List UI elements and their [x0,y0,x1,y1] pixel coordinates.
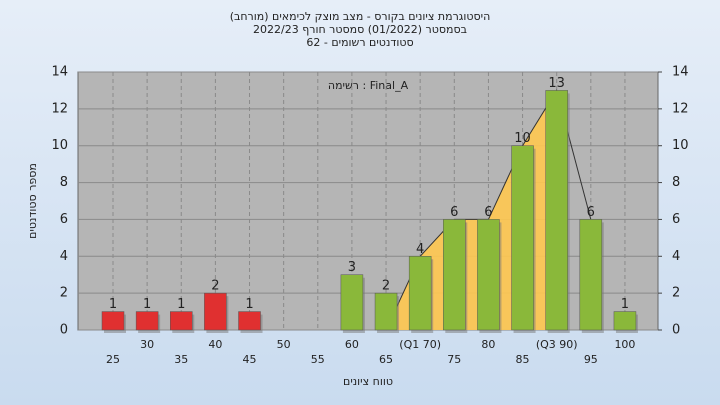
bar [170,311,193,331]
bar [443,219,466,331]
y2-tick-label: 2 [672,286,680,301]
x-tick-label: 30 [140,338,154,351]
x-tick-label: (Q1 70) [399,338,441,351]
y-tick-label: 0 [60,323,68,338]
x-tick-label: 60 [345,338,359,351]
y2-tick-label: 4 [672,249,680,264]
x-tick-label: (Q3 90) [536,338,578,351]
x-tick-label: 100 [614,338,635,351]
x-tick-label: 80 [481,338,495,351]
bar [477,219,500,331]
y-tick-label: 14 [51,65,68,80]
chart-title: סטודנטים רשומים - 62 [306,36,413,49]
data-label: 13 [548,76,565,91]
x-tick-label: 55 [311,353,325,366]
bar [408,256,432,331]
y-tick-label: 6 [60,212,68,227]
data-label: 3 [348,260,356,275]
x-tick-label: 25 [106,353,120,366]
data-label: 4 [416,242,424,257]
data-label: 2 [382,279,390,294]
y-tick-label: 4 [60,249,68,264]
chart-title: בסמסטר (01/2022) סמסטר חורף 2022/23 [253,23,467,36]
bar [511,145,534,331]
y2-tick-label: 10 [672,138,689,153]
x-tick-label: 40 [208,338,222,351]
data-label: 1 [245,297,253,312]
y-tick-label: 2 [60,286,68,301]
chart-title: (היסטוגרמת ציונים בקורס - מצב מוצק לכימא… [230,10,491,23]
data-label: 2 [211,279,219,294]
bar [204,292,227,331]
bar [135,311,159,331]
x-axis-label: טווח ציונים [343,375,393,388]
data-label: 6 [450,205,458,220]
x-tick-label: 50 [277,338,291,351]
data-label: 6 [484,205,492,220]
y-tick-label: 12 [51,101,68,116]
x-tick-label: 65 [379,353,393,366]
y-tick-label: 8 [60,175,68,190]
x-tick-label: 85 [516,353,530,366]
y2-tick-label: 6 [672,212,680,227]
data-label: 1 [109,297,117,312]
x-tick-label: 75 [447,353,461,366]
bar [613,311,637,331]
data-label: 1 [177,297,185,312]
plot-area [77,71,659,331]
x-tick-label: 35 [174,353,188,366]
bar [374,292,398,331]
y-tick-label: 10 [51,138,68,153]
y2-tick-label: 0 [672,323,680,338]
bar [579,219,603,331]
data-label: 10 [514,131,531,146]
y2-tick-label: 12 [672,101,689,116]
x-tick-label: 45 [243,353,257,366]
x-tick-label: 95 [584,353,598,366]
bar [101,311,125,331]
y-axis-label: מספר סטודנטים [26,163,39,239]
bar [238,311,261,331]
annotation: רשימה : Final_A [328,79,409,92]
data-label: 1 [621,297,629,312]
data-label: 1 [143,297,151,312]
y2-tick-label: 14 [672,65,689,80]
data-label: 6 [587,205,595,220]
bar [545,90,568,331]
y2-tick-label: 8 [672,175,680,190]
bar [340,274,364,331]
